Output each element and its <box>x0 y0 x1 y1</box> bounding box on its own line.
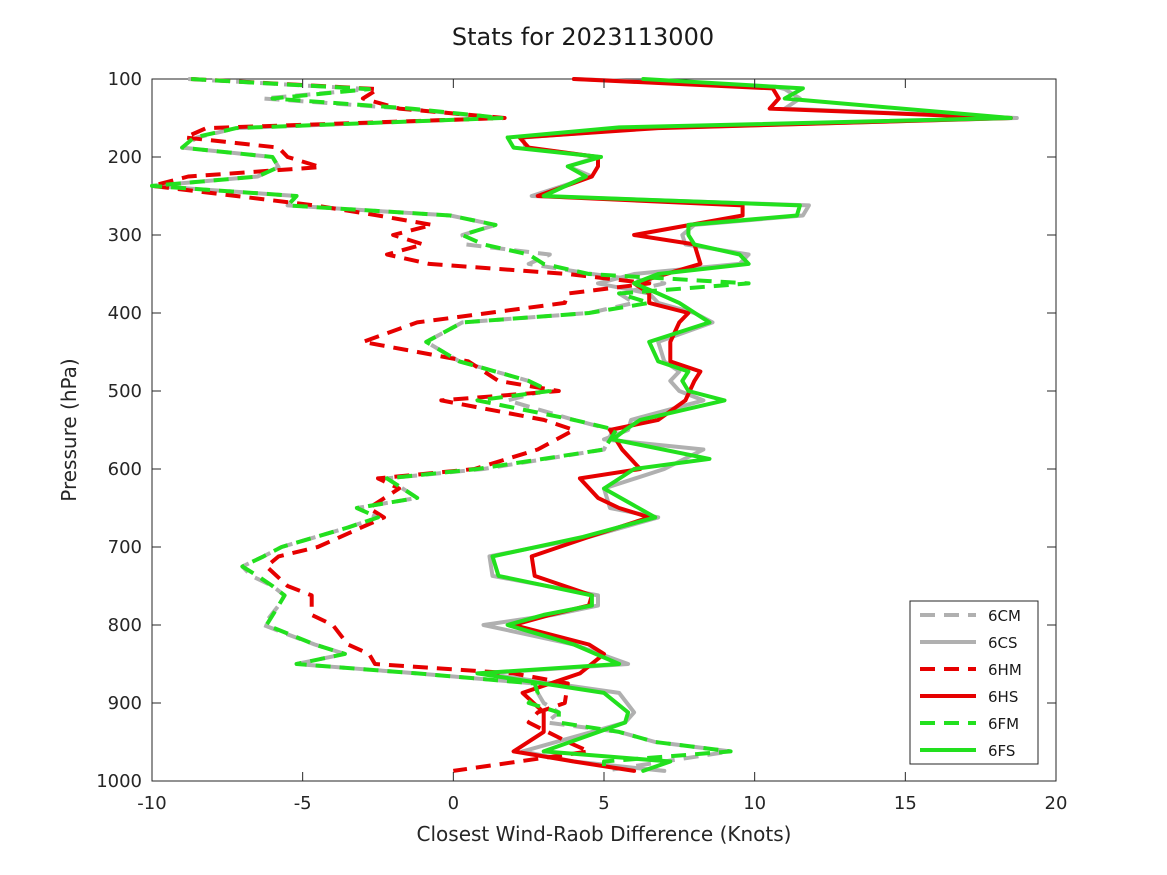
x-tick-label: 15 <box>894 793 917 814</box>
tick-layer: -10 -5 0 5 10 15 20 100 200 300 400 500 600 700 800 900… <box>96 69 1067 814</box>
y-tick-label: 700 <box>108 537 142 558</box>
series-line-6hs <box>511 77 1013 773</box>
y-tick-label: 800 <box>108 615 142 636</box>
series-layer <box>150 77 1019 773</box>
y-tick-label: 200 <box>108 147 142 168</box>
legend-entries: 6CM 6CS 6HM 6HS 6FM 6FS <box>920 607 1022 760</box>
legend-label-6hs: 6HS <box>988 688 1018 706</box>
x-tick-label: 5 <box>598 793 609 814</box>
y-tick-label: 900 <box>108 693 142 714</box>
y-tick-label: 500 <box>108 381 142 402</box>
y-tick-label: 100 <box>108 69 142 90</box>
legend: 6CM 6CS 6HM 6HS 6FM 6FS <box>909 600 1039 765</box>
legend-label-6cs: 6CS <box>988 634 1018 652</box>
legend-box <box>909 600 1039 765</box>
y-tick-label: 600 <box>108 459 142 480</box>
y-tick-label: 400 <box>108 303 142 324</box>
series-line-6fm <box>150 77 751 771</box>
series-line-6hm <box>150 77 652 773</box>
legend-label-6hm: 6HM <box>988 661 1022 679</box>
x-tick-label: 0 <box>448 793 459 814</box>
x-tick-label: -5 <box>294 793 312 814</box>
legend-label-6fs: 6FS <box>988 742 1015 760</box>
legend-label-6fm: 6FM <box>988 715 1019 733</box>
y-axis-label: Pressure (hPa) <box>57 358 81 501</box>
y-tick-label: 300 <box>108 225 142 246</box>
x-axis-label: Closest Wind-Raob Difference (Knots) <box>417 822 792 846</box>
x-tick-label: 20 <box>1045 793 1068 814</box>
x-tick-label: -10 <box>137 793 166 814</box>
x-tick-label: 10 <box>743 793 766 814</box>
chart-title: Stats for 2023113000 <box>452 23 714 51</box>
series-line-6fs <box>475 77 1013 773</box>
y-tick-label: 1000 <box>96 771 142 792</box>
legend-label-6cm: 6CM <box>988 607 1021 625</box>
